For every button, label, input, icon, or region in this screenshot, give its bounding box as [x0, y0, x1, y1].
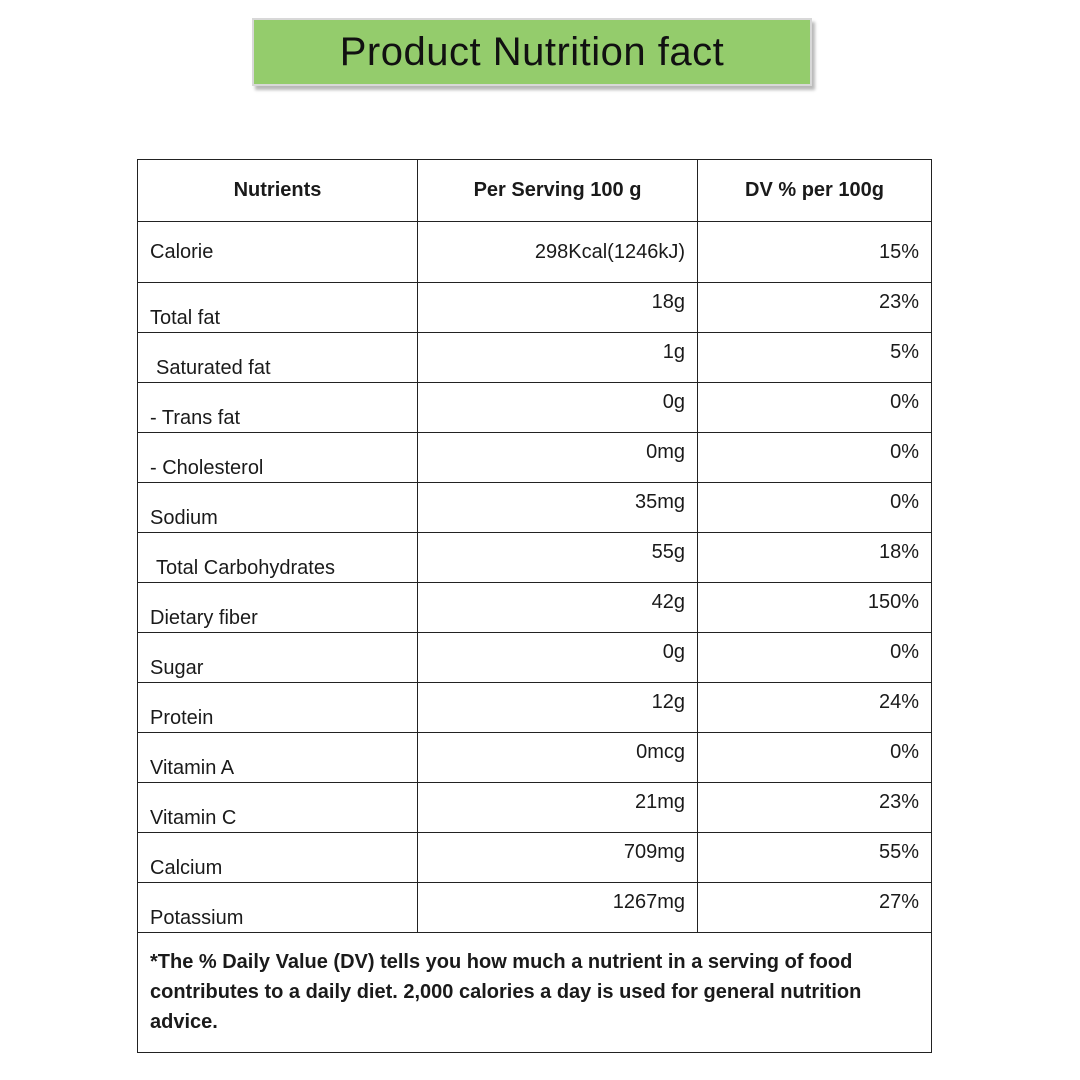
- table-row: - Trans fat 0g 0%: [137, 382, 932, 433]
- per-serving-value: 1267mg: [417, 882, 698, 933]
- dv-value: 27%: [697, 882, 932, 933]
- nutrient-name: Vitamin C: [137, 782, 418, 833]
- nutrient-name: Total Carbohydrates: [137, 532, 418, 583]
- table-row: Calorie 298Kcal(1246kJ) 15%: [137, 221, 932, 283]
- column-header-nutrients: Nutrients: [137, 159, 418, 222]
- nutrient-name: Calorie: [137, 221, 418, 283]
- nutrition-table: Nutrients Per Serving 100 g DV % per 100…: [137, 159, 932, 1053]
- per-serving-value: 0mcg: [417, 732, 698, 783]
- nutrient-name: Potassium: [137, 882, 418, 933]
- table-row: Sodium 35mg 0%: [137, 482, 932, 533]
- nutrient-name: Dietary fiber: [137, 582, 418, 633]
- nutrient-name: Total fat: [137, 282, 418, 333]
- dv-value: 0%: [697, 482, 932, 533]
- nutrient-name: Protein: [137, 682, 418, 733]
- dv-value: 0%: [697, 732, 932, 783]
- table-row: Vitamin A 0mcg 0%: [137, 732, 932, 783]
- nutrient-name: Vitamin A: [137, 732, 418, 783]
- table-row: Total Carbohydrates 55g 18%: [137, 532, 932, 583]
- nutrient-name: Sodium: [137, 482, 418, 533]
- nutrient-name: Calcium: [137, 832, 418, 883]
- table-row: - Cholesterol 0mg 0%: [137, 432, 932, 483]
- per-serving-value: 18g: [417, 282, 698, 333]
- table-row: Vitamin C 21mg 23%: [137, 782, 932, 833]
- table-row: Saturated fat 1g 5%: [137, 332, 932, 383]
- table-row: Calcium 709mg 55%: [137, 832, 932, 883]
- nutrient-name: - Cholesterol: [137, 432, 418, 483]
- table-row: Sugar 0g 0%: [137, 632, 932, 683]
- dv-value: 0%: [697, 432, 932, 483]
- nutrient-name: - Trans fat: [137, 382, 418, 433]
- per-serving-value: 298Kcal(1246kJ): [417, 221, 698, 283]
- dv-value: 24%: [697, 682, 932, 733]
- table-row: Potassium 1267mg 27%: [137, 882, 932, 933]
- table-header-row: Nutrients Per Serving 100 g DV % per 100…: [137, 159, 932, 222]
- per-serving-value: 0mg: [417, 432, 698, 483]
- dv-value: 0%: [697, 382, 932, 433]
- per-serving-value: 0g: [417, 382, 698, 433]
- per-serving-value: 21mg: [417, 782, 698, 833]
- dv-value: 23%: [697, 782, 932, 833]
- title-banner: Product Nutrition fact: [252, 18, 812, 86]
- dv-value: 18%: [697, 532, 932, 583]
- per-serving-value: 709mg: [417, 832, 698, 883]
- table-row: Total fat 18g 23%: [137, 282, 932, 333]
- dv-value: 5%: [697, 332, 932, 383]
- per-serving-value: 42g: [417, 582, 698, 633]
- dv-value: 23%: [697, 282, 932, 333]
- per-serving-value: 0g: [417, 632, 698, 683]
- dv-value: 55%: [697, 832, 932, 883]
- page-title: Product Nutrition fact: [339, 29, 725, 74]
- table-row: Dietary fiber 42g 150%: [137, 582, 932, 633]
- per-serving-value: 1g: [417, 332, 698, 383]
- nutrient-name: Sugar: [137, 632, 418, 683]
- per-serving-value: 35mg: [417, 482, 698, 533]
- footnote-text: *The % Daily Value (DV) tells you how mu…: [137, 932, 932, 1053]
- per-serving-value: 12g: [417, 682, 698, 733]
- footnote-row: *The % Daily Value (DV) tells you how mu…: [137, 932, 932, 1053]
- nutrient-name: Saturated fat: [137, 332, 418, 383]
- dv-value: 150%: [697, 582, 932, 633]
- per-serving-value: 55g: [417, 532, 698, 583]
- column-header-per-serving: Per Serving 100 g: [417, 159, 698, 222]
- dv-value: 15%: [697, 221, 932, 283]
- table-row: Protein 12g 24%: [137, 682, 932, 733]
- dv-value: 0%: [697, 632, 932, 683]
- column-header-dv: DV % per 100g: [697, 159, 932, 222]
